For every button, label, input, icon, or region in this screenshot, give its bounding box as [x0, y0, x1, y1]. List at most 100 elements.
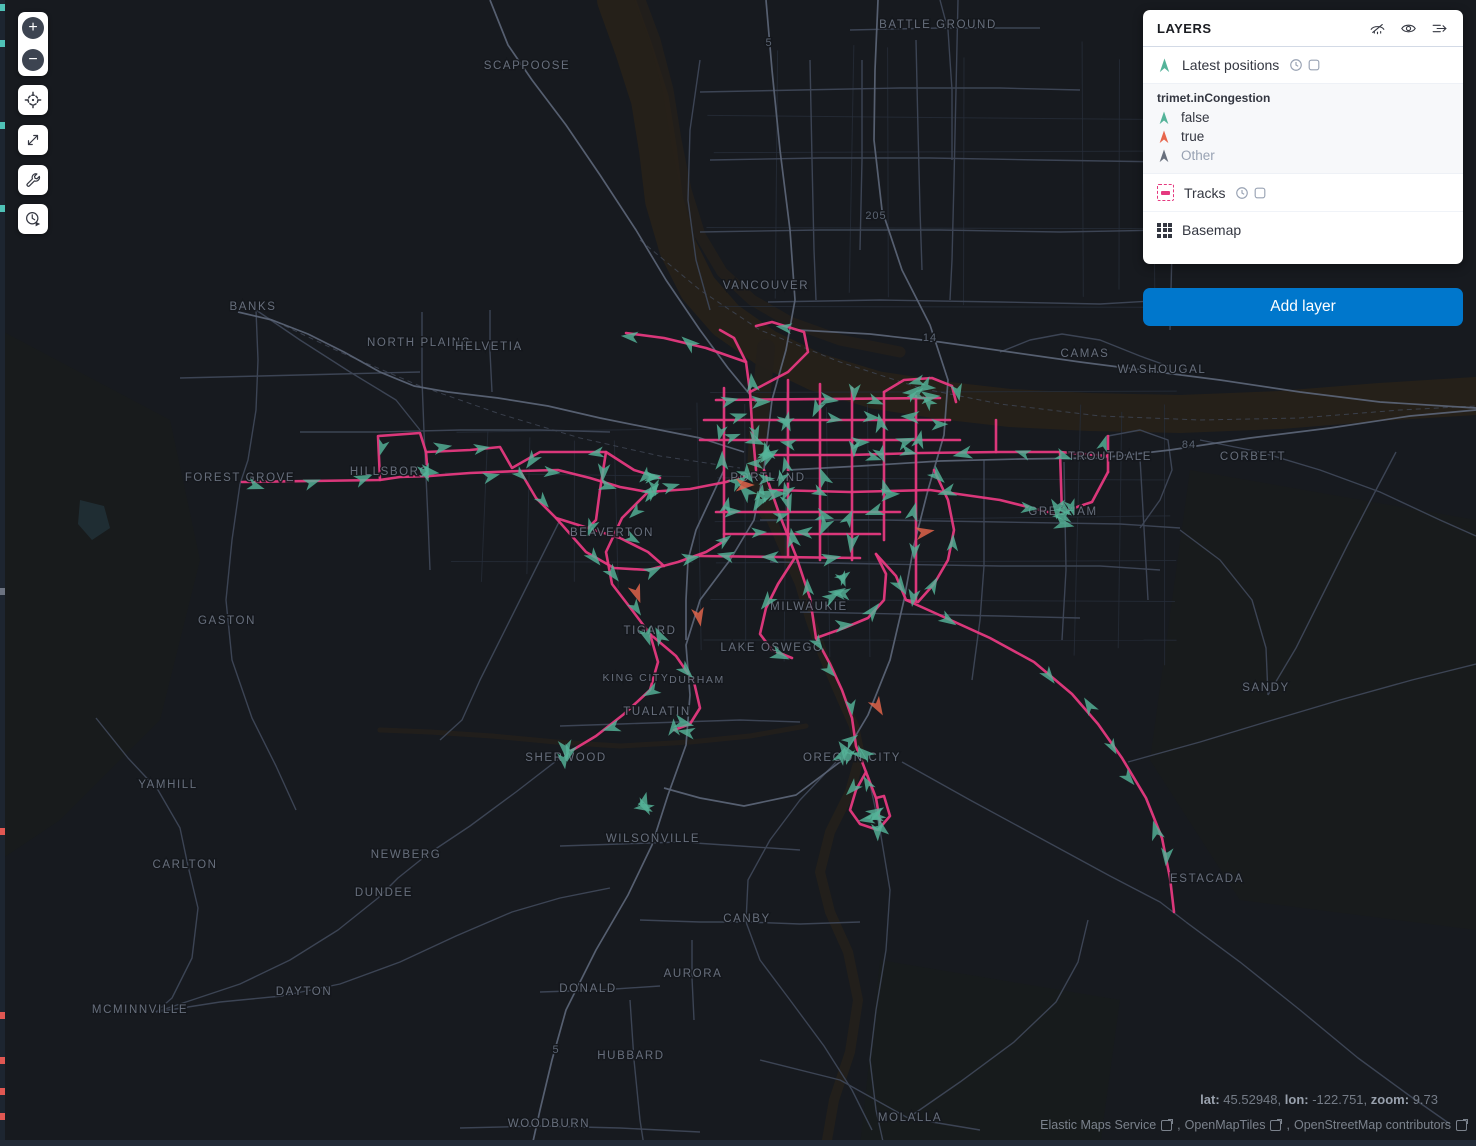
road-line — [699, 229, 1169, 233]
vehicle-arrow — [1020, 501, 1038, 514]
map-city-label: CARLTON — [152, 859, 217, 871]
vehicle-arrow — [819, 514, 835, 536]
track-line — [748, 320, 810, 394]
layer-row-basemap[interactable]: Basemap — [1143, 211, 1463, 248]
vehicle-arrow — [863, 775, 876, 793]
vehicle-arrow — [872, 444, 885, 463]
edge-mark — [0, 1088, 5, 1095]
road-line — [745, 761, 873, 1131]
timeslider-button[interactable] — [18, 204, 48, 234]
vehicle-arrow — [1096, 435, 1107, 453]
map-city-label: GASTON — [198, 615, 256, 627]
vehicle-arrow — [904, 502, 918, 523]
vehicle-arrow — [845, 778, 863, 796]
layer-row-tracks[interactable]: Tracks — [1143, 174, 1463, 211]
vehicle-arrow — [723, 433, 741, 445]
map-city-label: LAKE OSWEGO — [720, 642, 823, 654]
lon-label: lon: — [1284, 1092, 1309, 1107]
road-line — [848, 45, 855, 293]
map-city-label: YAMHILL — [138, 779, 198, 791]
vehicle-arrow — [626, 598, 642, 616]
zoom-out-button[interactable]: − — [22, 49, 44, 71]
vehicle-arrow — [1054, 447, 1073, 460]
vehicle-arrow — [597, 463, 611, 483]
highway-shield-label: 5 — [765, 37, 772, 49]
road-line — [867, 774, 891, 1146]
vehicle-arrow — [775, 323, 793, 335]
vehicle-arrow — [748, 424, 760, 442]
wrench-icon — [26, 173, 41, 187]
vehicle-arrow — [850, 744, 868, 761]
vehicle-arrow — [583, 547, 601, 566]
map-city-label: CAMAS — [1061, 348, 1110, 360]
tools-button[interactable] — [18, 165, 48, 195]
vehicle-arrow — [302, 479, 321, 491]
vehicle-arrow — [661, 483, 681, 495]
legend-item-false: false — [1157, 108, 1449, 127]
zoom-in-button[interactable]: + — [22, 17, 44, 39]
hide-all-layers-icon[interactable] — [1368, 19, 1387, 38]
road-line — [707, 114, 1161, 121]
add-layer-button[interactable]: Add layer — [1143, 288, 1463, 326]
lat-label: lat: — [1200, 1092, 1220, 1107]
road-line — [1199, 439, 1476, 537]
fullscreen-button[interactable] — [18, 125, 48, 155]
vehicle-arrow — [641, 483, 660, 502]
vehicle-arrow — [642, 682, 662, 697]
vehicle-arrow — [1014, 450, 1032, 461]
map-city-label: DAYTON — [276, 986, 332, 998]
vehicle-arrow — [908, 588, 921, 608]
railway-layer — [267, 239, 1476, 469]
vehicle-arrow — [782, 481, 796, 501]
vehicle-arrow — [680, 553, 701, 567]
railway-line — [639, 239, 1476, 421]
show-all-layers-icon[interactable] — [1399, 19, 1418, 38]
tracks-layer-icon — [1157, 184, 1174, 201]
layers-panel: LAYERS — [1143, 10, 1463, 264]
vehicle-arrow — [952, 445, 974, 459]
vehicle-arrow — [901, 385, 921, 403]
vehicle-arrow — [1055, 500, 1072, 516]
map-city-label: AURORA — [664, 968, 723, 980]
terrain-patch — [1150, 470, 1476, 930]
collapse-panel-icon[interactable] — [1430, 19, 1449, 38]
terrain-patch — [0, 330, 200, 860]
vehicle-arrow — [644, 470, 661, 482]
vehicle-arrow — [922, 395, 938, 412]
vehicle-arrow — [778, 469, 790, 488]
map-city-label: NEWBERG — [371, 849, 442, 861]
fit-to-data-button[interactable] — [18, 85, 48, 115]
vehicle-arrow — [735, 478, 755, 492]
road-line — [451, 560, 694, 563]
zoom-label: zoom: — [1370, 1092, 1410, 1107]
vehicle-arrow — [787, 527, 801, 549]
edge-mark — [0, 1012, 5, 1019]
attribution-link-elastic[interactable]: Elastic Maps Service — [1040, 1118, 1157, 1132]
vehicle-arrow — [864, 808, 885, 822]
road-line — [744, 403, 747, 649]
lon-value: -122.751, — [1312, 1092, 1368, 1107]
attribution-link-openmaptiles[interactable]: OpenMapTiles — [1184, 1118, 1266, 1132]
vehicle-arrow — [655, 627, 670, 647]
edge-mark — [0, 40, 5, 47]
layer-row-latest-positions[interactable]: Latest positions — [1143, 47, 1463, 83]
external-link-icon — [1270, 1118, 1283, 1131]
road-line — [439, 519, 561, 741]
vehicle-arrow — [864, 450, 882, 461]
vehicle-arrow — [814, 507, 835, 521]
vehicle-arrow — [889, 574, 907, 595]
map-city-label: WILSONVILLE — [606, 833, 700, 845]
road-line — [718, 305, 1154, 308]
track-line — [848, 770, 892, 832]
vehicle-arrow — [675, 660, 693, 678]
attribution-link-osm[interactable]: OpenStreetMap contributors — [1293, 1118, 1451, 1132]
highway-shield-label: 5 — [552, 1044, 559, 1056]
vehicle-arrow — [839, 510, 853, 529]
map-city-label: MOLALLA — [878, 1112, 942, 1124]
road-line — [799, 611, 1081, 619]
legend-label: true — [1181, 129, 1205, 144]
vehicle-arrow — [627, 583, 641, 604]
road-line — [155, 887, 611, 1013]
map-city-label: DONALD — [559, 983, 617, 995]
